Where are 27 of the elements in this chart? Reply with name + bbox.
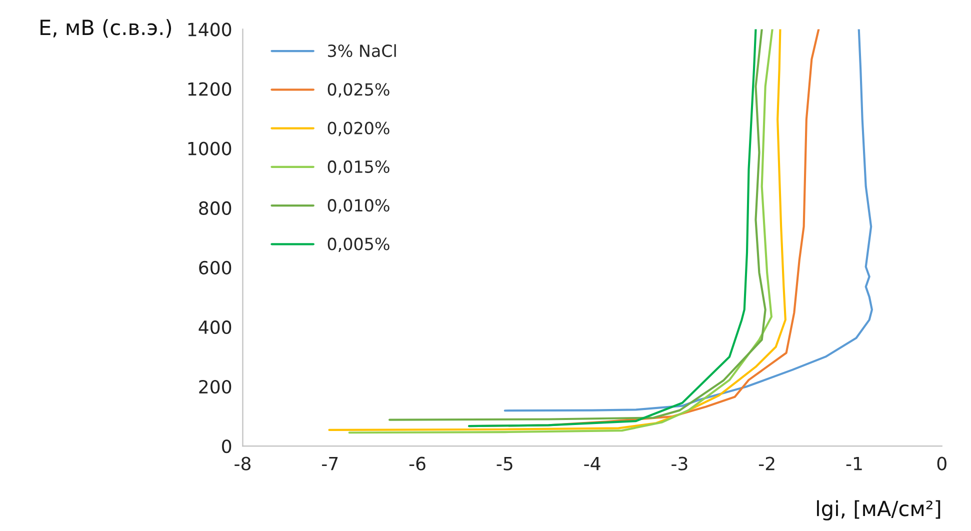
x-tick-label: 0 (937, 456, 946, 470)
y-tick-label: 1400 (188, 22, 232, 36)
legend-label: 0,020% (328, 122, 390, 136)
x-tick-label: -4 (584, 457, 600, 470)
line-series (504, 29, 874, 412)
legend-label: 3% NaCl (328, 44, 396, 58)
y-tick-label: 800 (199, 201, 232, 215)
y-tick-label: 600 (199, 260, 232, 275)
legend-label: 0,010% (328, 199, 390, 214)
y-axis-title: E, мВ (с.в.э.) (40, 19, 172, 38)
legend-label: 0,005% (328, 238, 390, 252)
y-tick-label: 0 (222, 440, 232, 454)
y-tick-label: 1200 (188, 82, 232, 96)
legend-label: 0,015% (328, 160, 390, 175)
y-tick-label: 400 (198, 320, 232, 334)
x-tick-label: -2 (758, 456, 774, 470)
line-series (468, 29, 757, 428)
y-tick-label: 1000 (188, 142, 232, 156)
x-tick-label: -1 (846, 457, 862, 470)
x-tick-label: -8 (234, 456, 251, 470)
x-tick-label: -3 (672, 456, 688, 470)
x-tick-label: -6 (409, 456, 426, 470)
x-tick-label: -5 (496, 457, 512, 470)
legend-label: 0,025% (328, 83, 390, 98)
y-tick-label: 200 (199, 380, 232, 394)
x-tick-label: -7 (322, 457, 338, 470)
x-axis-title: lgi, [мА/см²] (817, 500, 940, 520)
